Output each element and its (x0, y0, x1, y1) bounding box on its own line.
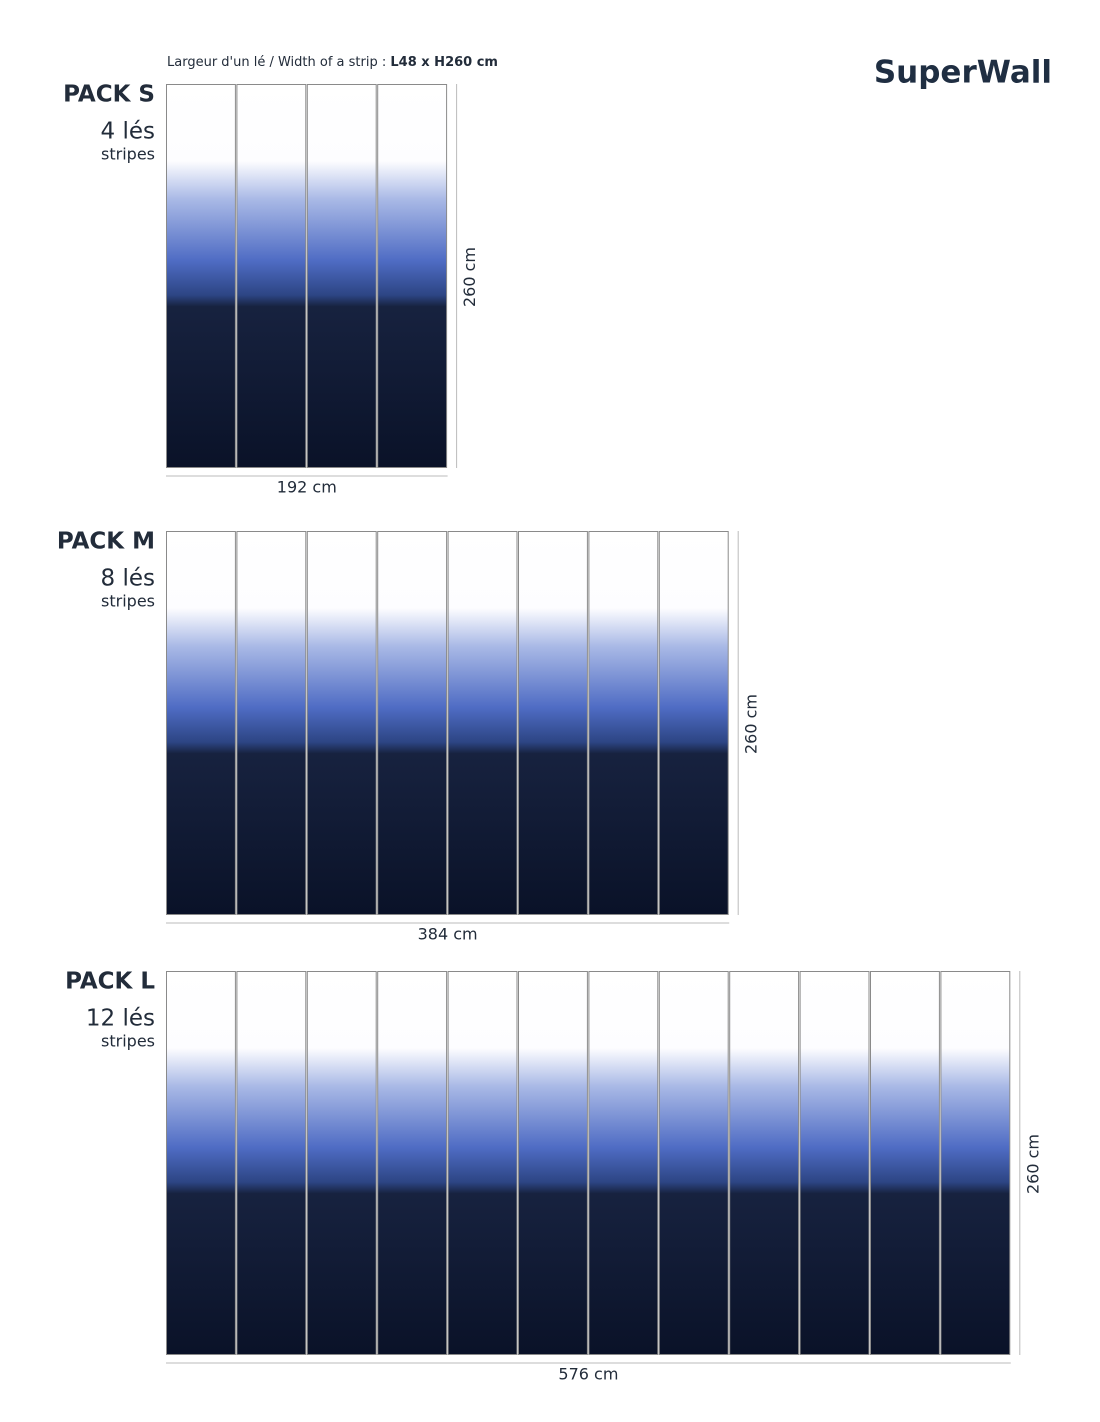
note-bold: L48 x H260 cm (390, 55, 498, 70)
height-label: 260 cm (460, 247, 479, 307)
width-label: 384 cm (418, 925, 478, 944)
strip (236, 84, 307, 468)
strip (518, 531, 588, 915)
note: Largeur d'un lé / Width of a strip : (167, 55, 390, 70)
strip (377, 531, 448, 915)
strip (306, 531, 377, 915)
strip (236, 531, 307, 915)
strip (166, 84, 236, 468)
width-label: 192 cm (277, 478, 337, 497)
strip (447, 971, 518, 1355)
strip (377, 84, 448, 468)
strip (870, 971, 940, 1355)
width-label: 576 cm (558, 1365, 618, 1384)
strip-note: Largeur d'un lé / Width of a strip : L48… (167, 55, 498, 70)
strip (658, 531, 729, 915)
strip (799, 971, 870, 1355)
strip (729, 971, 800, 1355)
strip (940, 971, 1011, 1355)
strip (377, 971, 448, 1355)
strip (588, 531, 659, 915)
pack-name: PACK M (57, 529, 155, 555)
logo: SuperWall (874, 55, 1052, 91)
strip (588, 971, 659, 1355)
pack-name: PACK L (65, 969, 155, 995)
strip-unit: stripes (101, 145, 155, 164)
strip (447, 531, 518, 915)
strip-unit: stripes (101, 592, 155, 611)
strip-unit: stripes (101, 1032, 155, 1051)
height-label: 260 cm (742, 694, 761, 754)
strip (306, 971, 377, 1355)
height-label: 260 cm (1023, 1134, 1042, 1194)
strip-count: 8 lés (101, 566, 155, 592)
strip (166, 531, 236, 915)
strip (306, 84, 377, 468)
pack-name: PACK S (63, 82, 155, 108)
strip (236, 971, 307, 1355)
strip-count: 4 lés (101, 119, 155, 145)
strip (166, 971, 236, 1355)
strip (658, 971, 729, 1355)
strip-count: 12 lés (86, 1006, 155, 1032)
strip (518, 971, 588, 1355)
